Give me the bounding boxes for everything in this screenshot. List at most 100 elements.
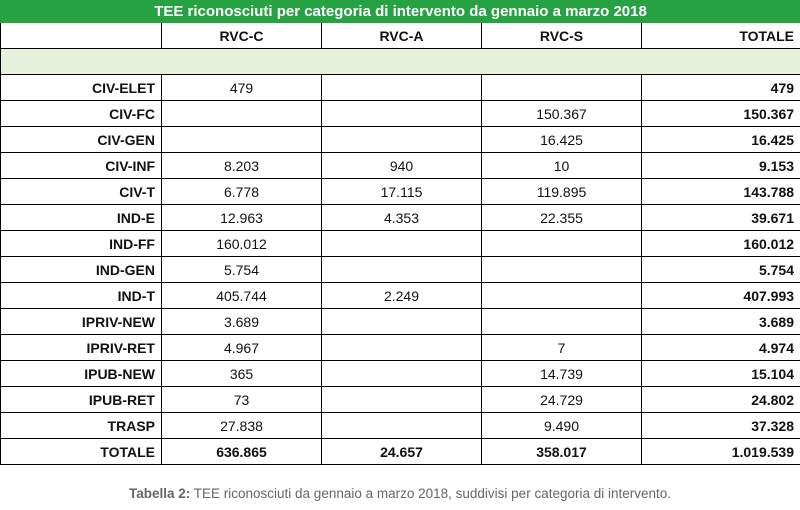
cell-rvc-a xyxy=(321,386,482,413)
spacer-row xyxy=(0,48,800,75)
tee-table: TEE riconosciuti per categoria di interv… xyxy=(0,0,800,465)
cell-rvc-a xyxy=(321,334,482,361)
cell-category: IPUB-NEW xyxy=(0,360,162,387)
column-header-rvc-a: RVC-A xyxy=(321,22,482,49)
column-header-rvc-c: RVC-C xyxy=(161,22,322,49)
table-row: IPRIV-NEW 3.689 3.689 xyxy=(0,308,800,335)
cell-category: CIV-GEN xyxy=(0,126,162,153)
cell-rvc-a xyxy=(321,126,482,153)
cell-rvc-c: 6.778 xyxy=(161,178,322,205)
cell-rvc-s: 24.729 xyxy=(481,386,642,413)
cell-rvc-a xyxy=(321,74,482,101)
cell-category: CIV-FC xyxy=(0,100,162,127)
table-row: CIV-FC 150.367 150.367 xyxy=(0,100,800,127)
cell-totale: 150.367 xyxy=(640,100,800,127)
cell-rvc-a: 17.115 xyxy=(321,178,482,205)
table-row: IND-FF 160.012 160.012 xyxy=(0,230,800,257)
cell-rvc-c: 405.744 xyxy=(161,282,322,309)
cell-category: IND-FF xyxy=(0,230,162,257)
cell-rvc-s: 119.895 xyxy=(481,178,642,205)
cell-rvc-a xyxy=(321,100,482,127)
cell-rvc-a xyxy=(321,230,482,257)
cell-rvc-s: 22.355 xyxy=(481,204,642,231)
table-title: TEE riconosciuti per categoria di interv… xyxy=(0,0,800,23)
table-row: CIV-ELET 479 479 xyxy=(0,74,800,101)
cell-rvc-c: 4.967 xyxy=(161,334,322,361)
cell-rvc-s xyxy=(481,308,642,335)
cell-rvc-c: 27.838 xyxy=(161,412,322,439)
caption-label: Tabella 2: xyxy=(128,486,191,501)
cell-category: IND-E xyxy=(0,204,162,231)
table-row: CIV-T 6.778 17.115 119.895 143.788 xyxy=(0,178,800,205)
table-row: IND-T 405.744 2.249 407.993 xyxy=(0,282,800,309)
cell-totale: 407.993 xyxy=(640,282,800,309)
cell-rvc-s: 14.739 xyxy=(481,360,642,387)
cell-rvc-c: 8.203 xyxy=(161,152,322,179)
cell-totale: 160.012 xyxy=(640,230,800,257)
cell-category: CIV-ELET xyxy=(0,74,162,101)
table-body: CIV-ELET 479 479 CIV-FC 150.367 150.367 CIV-GE… xyxy=(0,74,800,465)
cell-totale: 479 xyxy=(640,74,800,101)
table-container: TEE riconosciuti per categoria di interv… xyxy=(0,0,800,465)
cell-rvc-s: 10 xyxy=(481,152,642,179)
cell-rvc-a xyxy=(321,256,482,283)
cell-rvc-a xyxy=(321,308,482,335)
cell-rvc-c xyxy=(161,126,322,153)
cell-rvc-a xyxy=(321,412,482,439)
total-row: TOTALE 636.865 24.657 358.017 1.019.539 xyxy=(0,438,800,465)
cell-rvc-a xyxy=(321,360,482,387)
cell-totale: 4.974 xyxy=(640,334,800,361)
cell-rvc-s xyxy=(481,256,642,283)
column-header-row: RVC-C RVC-A RVC-S TOTALE xyxy=(0,22,800,49)
cell-rvc-s: 150.367 xyxy=(481,100,642,127)
table-row: IPUB-NEW 365 14.739 15.104 xyxy=(0,360,800,387)
table-row: IPRIV-RET 4.967 7 4.974 xyxy=(0,334,800,361)
cell-rvc-s: 16.425 xyxy=(481,126,642,153)
cell-rvc-c: 479 xyxy=(161,74,322,101)
total-cell-rvc-s: 358.017 xyxy=(481,438,642,465)
cell-totale: 16.425 xyxy=(640,126,800,153)
cell-totale: 5.754 xyxy=(640,256,800,283)
table-row: TRASP 27.838 9.490 37.328 xyxy=(0,412,800,439)
table-row: IND-E 12.963 4.353 22.355 39.671 xyxy=(0,204,800,231)
cell-rvc-c: 5.754 xyxy=(161,256,322,283)
cell-category: IND-T xyxy=(0,282,162,309)
cell-rvc-a: 4.353 xyxy=(321,204,482,231)
cell-rvc-s: 9.490 xyxy=(481,412,642,439)
caption-text: TEE riconosciuti da gennaio a marzo 2018… xyxy=(190,486,672,501)
table-row: IPUB-RET 73 24.729 24.802 xyxy=(0,386,800,413)
cell-totale: 3.689 xyxy=(640,308,800,335)
cell-totale: 143.788 xyxy=(640,178,800,205)
total-cell-totale: 1.019.539 xyxy=(640,438,800,465)
table-title-row: TEE riconosciuti per categoria di interv… xyxy=(0,0,800,23)
table-caption: Tabella 2: TEE riconosciuti da gennaio a… xyxy=(0,486,800,501)
cell-rvc-a: 940 xyxy=(321,152,482,179)
cell-totale: 39.671 xyxy=(640,204,800,231)
cell-category: IPRIV-RET xyxy=(0,334,162,361)
cell-rvc-c: 12.963 xyxy=(161,204,322,231)
spacer-cell xyxy=(0,48,800,75)
column-header-totale: TOTALE xyxy=(640,22,800,49)
total-cell-category: TOTALE xyxy=(0,438,162,465)
cell-category: IND-GEN xyxy=(0,256,162,283)
cell-totale: 9.153 xyxy=(640,152,800,179)
total-cell-rvc-c: 636.865 xyxy=(161,438,322,465)
cell-totale: 24.802 xyxy=(640,386,800,413)
cell-rvc-c: 73 xyxy=(161,386,322,413)
cell-rvc-c: 160.012 xyxy=(161,230,322,257)
cell-category: IPRIV-NEW xyxy=(0,308,162,335)
total-cell-rvc-a: 24.657 xyxy=(321,438,482,465)
cell-totale: 15.104 xyxy=(640,360,800,387)
cell-rvc-s: 7 xyxy=(481,334,642,361)
cell-category: TRASP xyxy=(0,412,162,439)
cell-category: CIV-INF xyxy=(0,152,162,179)
column-header-category xyxy=(0,22,162,49)
cell-totale: 37.328 xyxy=(640,412,800,439)
table-row: IND-GEN 5.754 5.754 xyxy=(0,256,800,283)
cell-category: IPUB-RET xyxy=(0,386,162,413)
cell-rvc-c: 3.689 xyxy=(161,308,322,335)
cell-rvc-s xyxy=(481,230,642,257)
cell-rvc-a: 2.249 xyxy=(321,282,482,309)
table-row: CIV-GEN 16.425 16.425 xyxy=(0,126,800,153)
cell-rvc-s xyxy=(481,282,642,309)
